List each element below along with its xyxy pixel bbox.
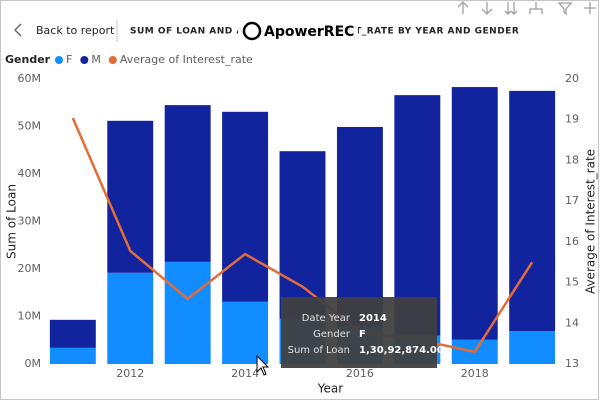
tooltip-box — [281, 297, 437, 368]
bar — [164, 261, 211, 364]
bar — [279, 151, 326, 319]
bar — [509, 90, 556, 332]
y-tick-label: 20M — [18, 262, 42, 275]
drill-down-icon[interactable] — [481, 2, 493, 15]
legend-title: Gender — [5, 53, 51, 66]
bar — [336, 126, 383, 326]
y-axis-label: Sum of Loan — [5, 184, 19, 259]
tooltip-label: Date Year — [302, 313, 351, 324]
y2-tick-label: 16 — [565, 235, 579, 248]
y2-tick-label: 18 — [565, 153, 579, 166]
drill-up-icon[interactable] — [457, 1, 469, 14]
legend-label: Average of Interest_rate — [120, 53, 253, 66]
y-tick-label: 60M — [18, 72, 42, 85]
x-tick-label: 2018 — [461, 367, 489, 380]
y-tick-label: 50M — [18, 120, 42, 133]
bar — [107, 120, 154, 273]
x-tick-label: 2012 — [116, 367, 144, 380]
tooltip-label: Sum of Loan — [288, 345, 350, 356]
tooltip: Date Year 2014 Gender F Sum of Loan 1,30,92,8… — [281, 297, 444, 368]
hierarchy-icon[interactable] — [529, 2, 543, 14]
bar — [222, 111, 269, 302]
y-tick-label: 30M — [18, 215, 42, 228]
legend-swatch — [80, 56, 89, 64]
line — [71, 117, 534, 354]
bar — [107, 272, 154, 364]
toolbar — [457, 1, 596, 16]
y2-tick-label: 13 — [565, 357, 579, 370]
y2-axis-label: Average of Interest_rate — [584, 149, 598, 294]
bar — [451, 87, 498, 340]
y-tick-label: 0M — [25, 357, 42, 370]
legend-swatch — [55, 56, 63, 64]
x-tick-label: 2016 — [346, 367, 374, 380]
bar — [222, 301, 269, 364]
y2-tick-label: 14 — [565, 316, 579, 329]
bar — [49, 319, 96, 348]
watermark-logo — [242, 21, 262, 41]
focus-icon[interactable] — [584, 2, 596, 14]
x-tick-label: 2014 — [231, 367, 259, 380]
watermark: ApowerREC — [264, 24, 354, 40]
legend-swatch — [108, 56, 117, 64]
y-tick-label: 10M — [18, 310, 42, 323]
tooltip-value: F — [359, 329, 366, 340]
filter-icon[interactable] — [557, 2, 573, 16]
bar — [509, 331, 556, 364]
bar — [164, 105, 211, 262]
y2-tick-label: 19 — [565, 113, 579, 126]
cursor — [256, 354, 270, 376]
tooltip-value: 1,30,92,874.00 — [359, 345, 444, 356]
y-tick-label: 40M — [18, 167, 42, 180]
back-arrow[interactable] — [14, 23, 22, 37]
expand-icon[interactable] — [504, 2, 518, 15]
x-axis-label: Year — [317, 382, 343, 396]
tooltip-value: 2014 — [359, 313, 387, 324]
legend-label: M — [91, 53, 101, 66]
legend-label: F — [66, 53, 72, 66]
back-button[interactable]: Back to report — [36, 24, 115, 37]
y2-tick-label: 17 — [565, 194, 579, 207]
bar — [49, 347, 96, 364]
y2-tick-label: 15 — [565, 276, 579, 289]
tooltip-label: Gender — [313, 329, 351, 340]
bar — [394, 95, 441, 336]
watermark-bg — [238, 19, 358, 43]
y2-tick-label: 20 — [565, 72, 579, 85]
